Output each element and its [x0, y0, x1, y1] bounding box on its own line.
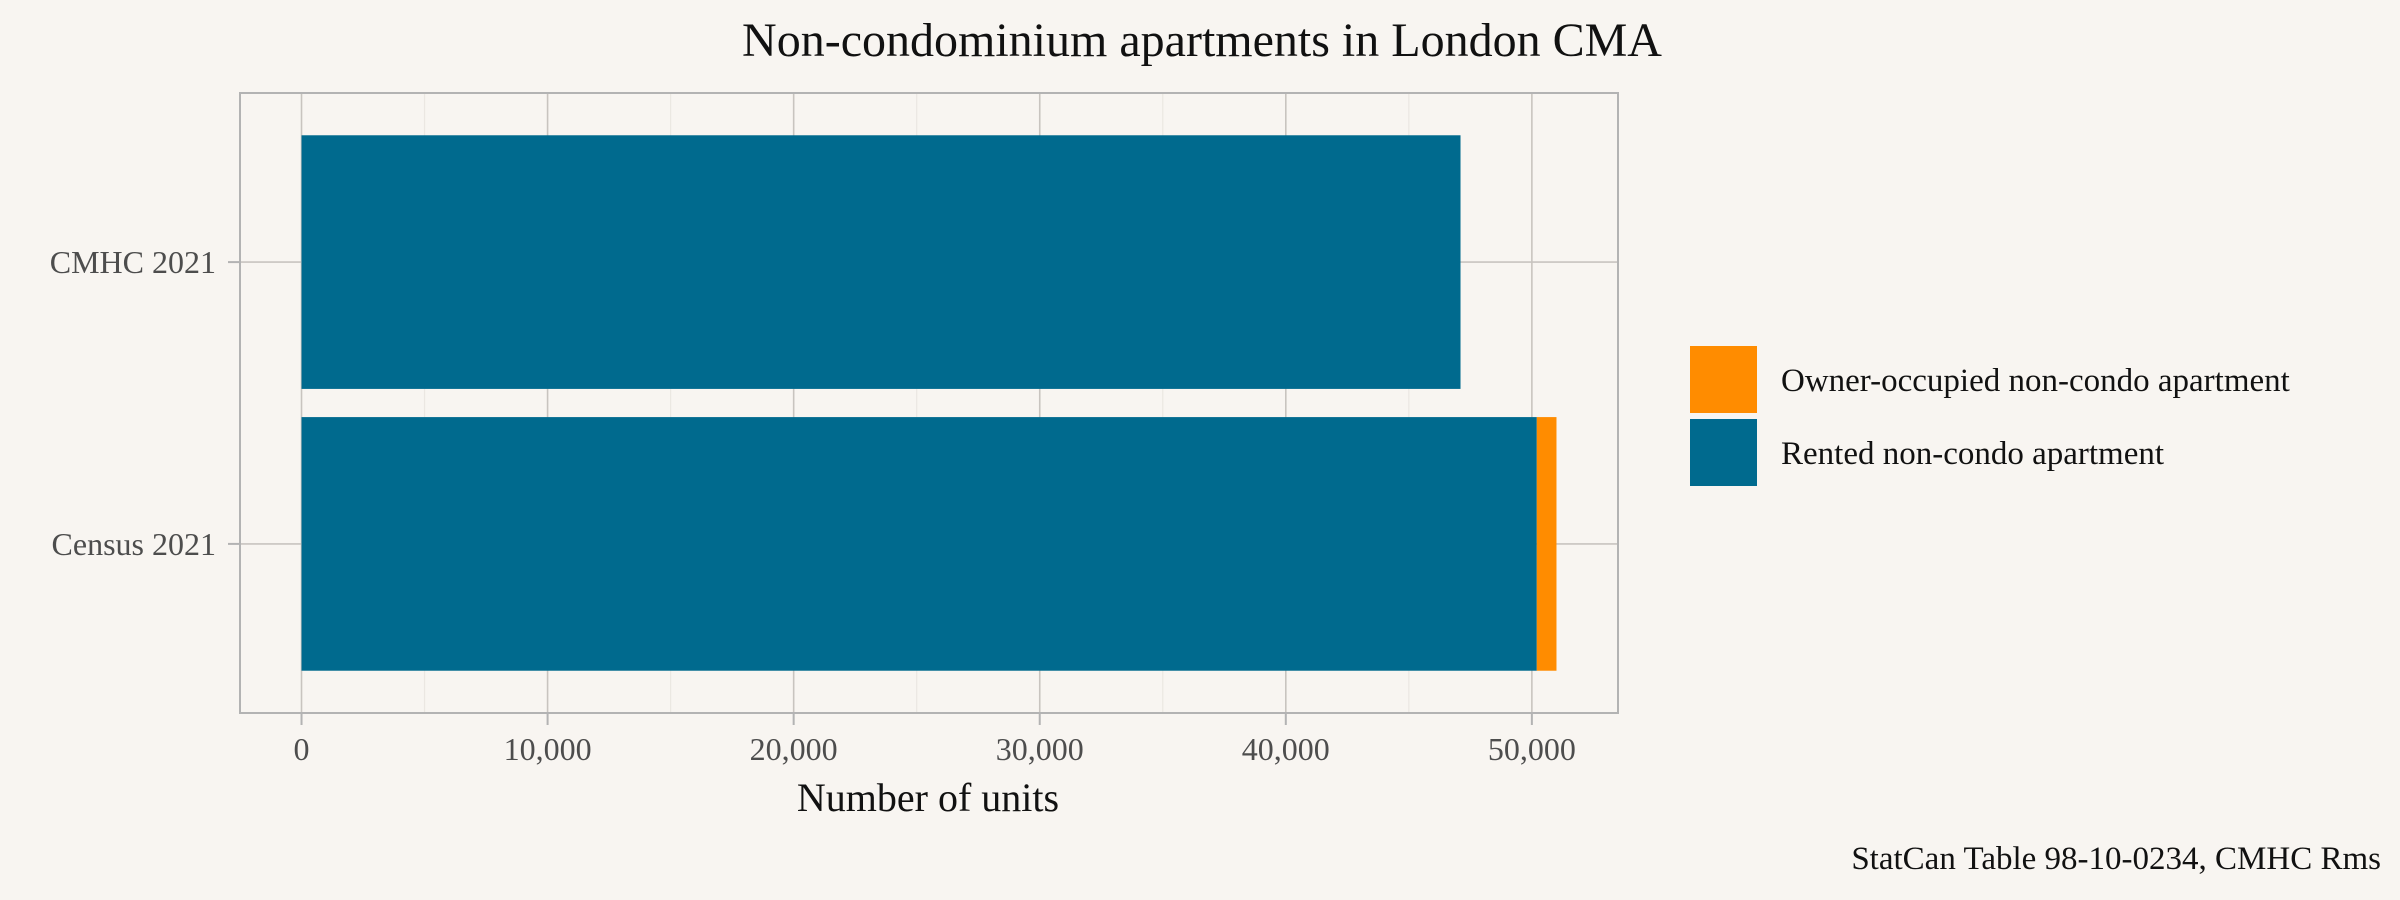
- x-tick-label: 30,000: [996, 731, 1084, 767]
- legend-item: Rented non-condo apartment: [1690, 419, 2164, 486]
- legend-key: [1690, 419, 1757, 486]
- x-tick-label: 20,000: [750, 731, 838, 767]
- legend-label: Rented non-condo apartment: [1781, 436, 2164, 472]
- y-tick-label: CMHC 2021: [50, 244, 216, 280]
- bar: [301, 135, 1461, 389]
- plot-panel: [239, 92, 1619, 714]
- legend-item: Owner-occupied non-condo apartment: [1690, 346, 2290, 413]
- x-axis-title: Number of units: [797, 775, 1059, 820]
- x-tick-label: 0: [294, 731, 310, 767]
- x-tick-label: 50,000: [1488, 731, 1576, 767]
- legend: Owner-occupied non-condo apartment Rented…: [1690, 346, 2290, 486]
- chart-title: Non-condominium apartments in London CMA: [742, 14, 1662, 67]
- y-tick-label: Census 2021: [52, 526, 216, 562]
- bar: [1536, 417, 1557, 671]
- panel-border: [239, 92, 1619, 714]
- x-tick-label: 10,000: [504, 731, 592, 767]
- y-axis: Census 2021 CMHC 2021: [50, 244, 240, 562]
- legend-label: Owner-occupied non-condo apartment: [1781, 363, 2290, 399]
- caption: StatCan Table 98-10-0234, CMHC Rms: [1851, 841, 2381, 877]
- bar: [301, 417, 1537, 671]
- bars: [301, 135, 1557, 671]
- x-axis: 0 10,000 20,000 30,000 40,000 50,000: [294, 713, 1576, 767]
- legend-key: [1690, 346, 1757, 413]
- x-tick-label: 40,000: [1242, 731, 1330, 767]
